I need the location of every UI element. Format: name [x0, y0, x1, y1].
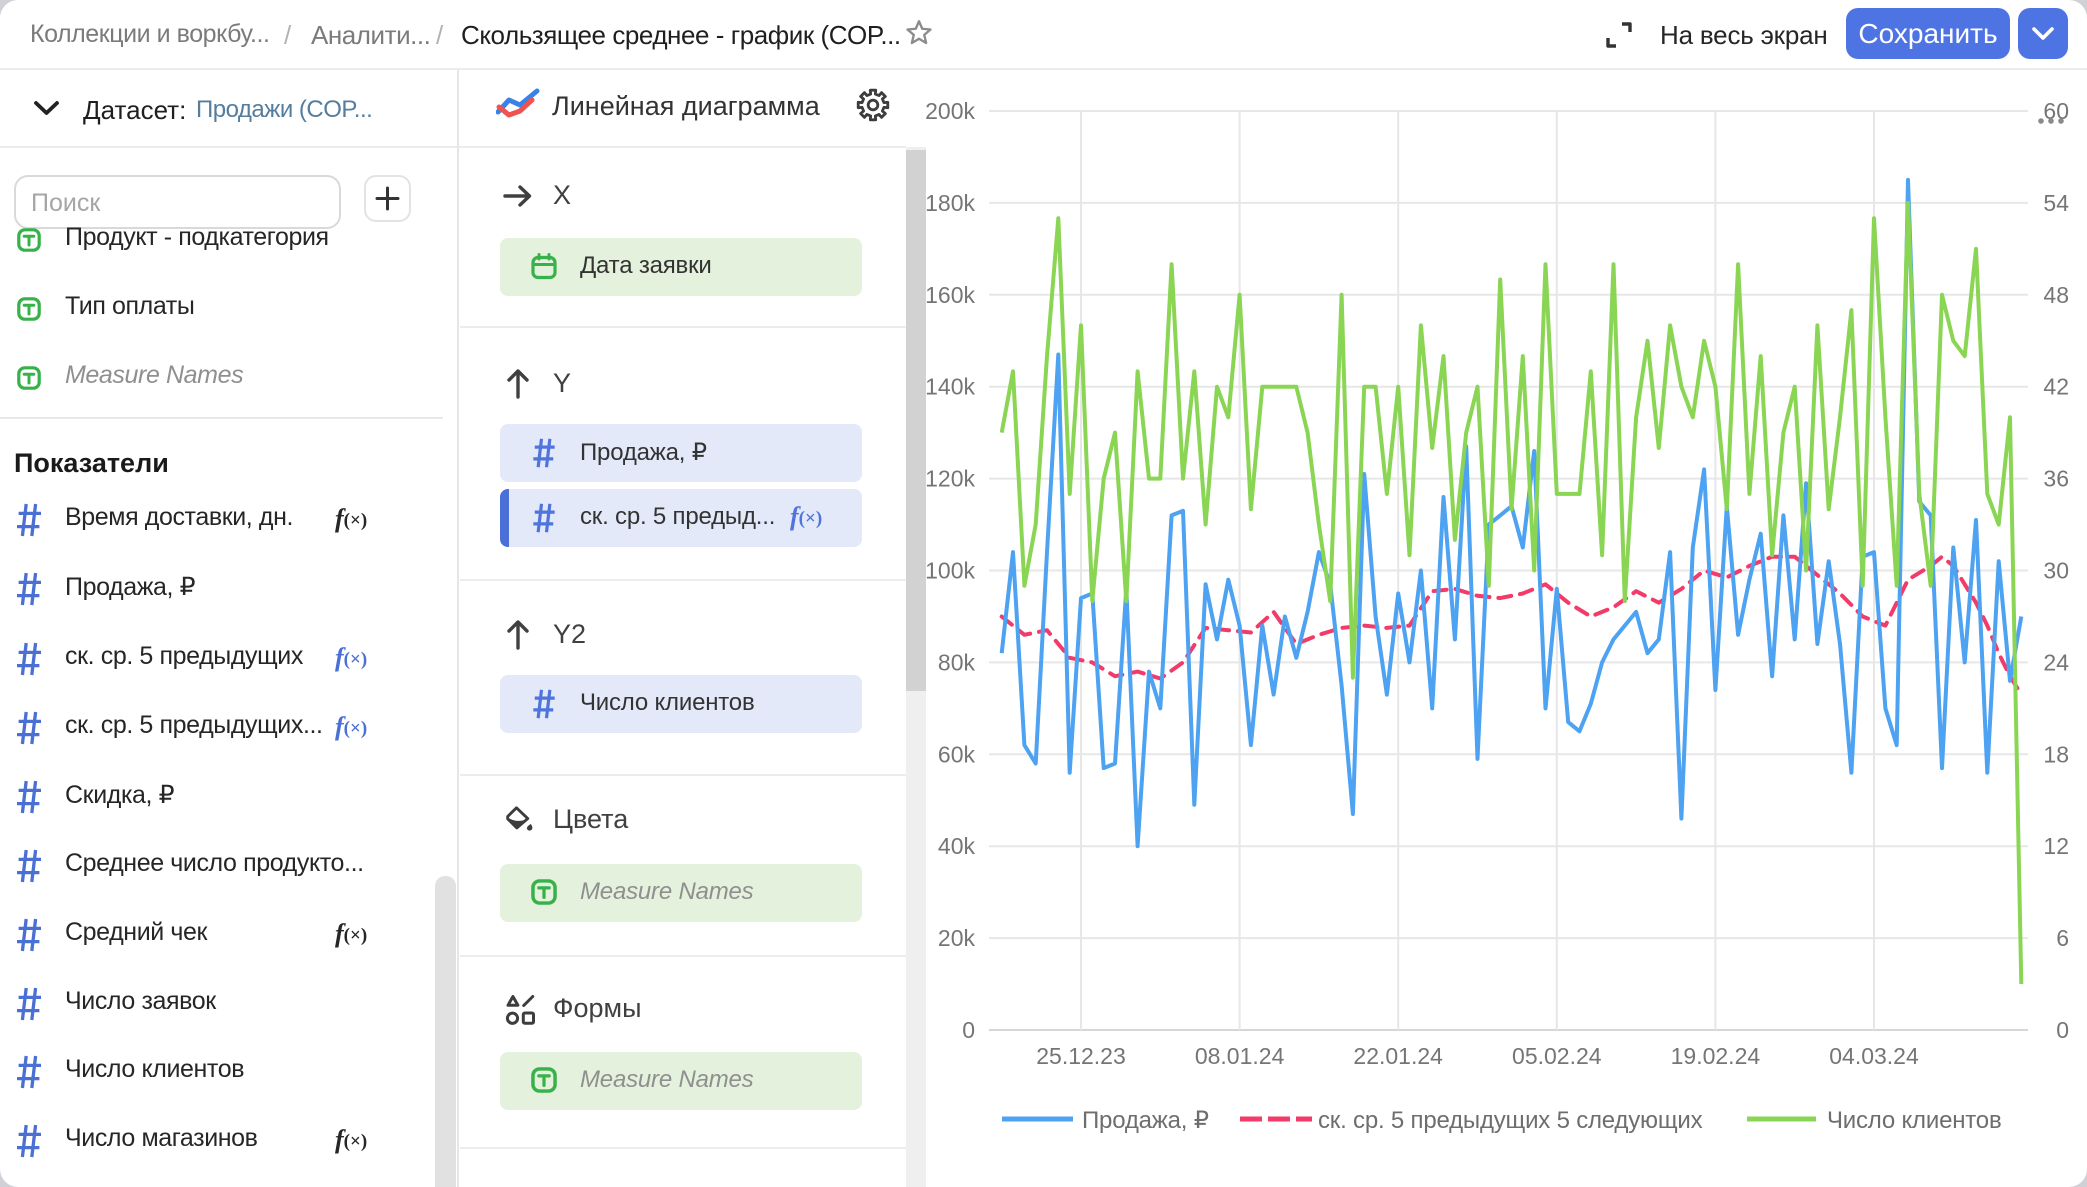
svg-text:30: 30 [2043, 558, 2069, 584]
svg-text:120k: 120k [926, 466, 975, 492]
svg-text:6: 6 [2056, 925, 2069, 951]
svg-text:100k: 100k [926, 558, 975, 584]
svg-text:12: 12 [2043, 833, 2069, 859]
svg-text:160k: 160k [926, 282, 975, 308]
svg-text:0: 0 [2056, 1017, 2069, 1043]
svg-text:08.01.24: 08.01.24 [1195, 1043, 1285, 1069]
svg-text:200k: 200k [926, 98, 975, 124]
svg-text:24: 24 [2043, 649, 2069, 675]
svg-text:60: 60 [2043, 98, 2069, 124]
svg-text:Число клиентов: Число клиентов [1827, 1107, 2002, 1134]
svg-text:80k: 80k [938, 649, 976, 675]
svg-text:25.12.23: 25.12.23 [1036, 1043, 1126, 1069]
svg-text:140k: 140k [926, 374, 975, 400]
svg-text:ск. ср. 5 предыдущих 5 следующ: ск. ср. 5 предыдущих 5 следующих [1318, 1107, 1703, 1134]
svg-text:20k: 20k [938, 925, 976, 951]
svg-text:05.02.24: 05.02.24 [1512, 1043, 1602, 1069]
svg-text:0: 0 [962, 1017, 975, 1043]
svg-text:04.03.24: 04.03.24 [1829, 1043, 1919, 1069]
svg-text:60k: 60k [938, 741, 976, 767]
svg-text:19.02.24: 19.02.24 [1671, 1043, 1761, 1069]
svg-text:42: 42 [2043, 374, 2069, 400]
svg-text:22.01.24: 22.01.24 [1353, 1043, 1443, 1069]
svg-text:Продажа, ₽: Продажа, ₽ [1082, 1107, 1209, 1134]
svg-text:18: 18 [2043, 741, 2069, 767]
svg-text:180k: 180k [926, 190, 975, 216]
svg-text:36: 36 [2043, 466, 2069, 492]
svg-text:54: 54 [2043, 190, 2069, 216]
svg-text:40k: 40k [938, 833, 976, 859]
svg-text:48: 48 [2043, 282, 2069, 308]
